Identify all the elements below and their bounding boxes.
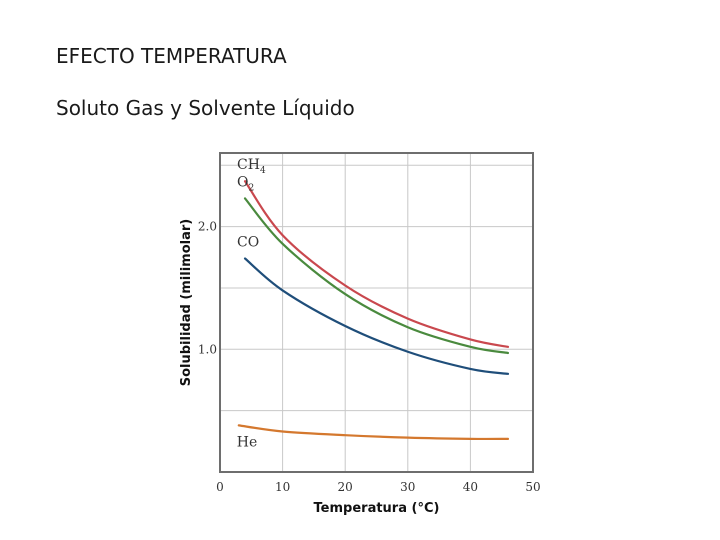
series-label-subscript: 4 xyxy=(260,166,266,176)
series-line-he xyxy=(237,424,510,441)
x-tick-label: 40 xyxy=(463,480,478,494)
slide-title: EFECTO TEMPERATURA xyxy=(56,44,287,68)
x-axis-title: Temperatura (°C) xyxy=(314,501,440,516)
x-tick-label: 30 xyxy=(400,480,415,494)
grid-layer xyxy=(220,153,533,472)
x-tick-label: 50 xyxy=(525,480,540,494)
plot-frame xyxy=(219,152,534,473)
series-label-he: He xyxy=(237,434,258,450)
x-tick-label: 0 xyxy=(216,480,224,494)
series-label-subscript: 2 xyxy=(249,183,255,193)
series-line-co xyxy=(243,257,510,375)
x-tick-label: 20 xyxy=(338,480,353,494)
y-tick-label: 1.0 xyxy=(198,342,217,356)
x-tick-label: 10 xyxy=(275,480,290,494)
series-layer xyxy=(237,180,510,441)
y-axis-title: Solubilidad (milimolar) xyxy=(179,219,194,387)
series-label-ch4: CH4 xyxy=(237,157,266,176)
series-line-ch4 xyxy=(243,180,510,348)
series-line-o2 xyxy=(243,197,510,355)
y-tick-label: 2.0 xyxy=(198,220,217,234)
slide-subtitle: Soluto Gas y Solvente Líquido xyxy=(56,96,355,120)
tick-labels: 0 10 20 30 40 50 1.0 2.0 xyxy=(198,220,541,494)
series-label-co: CO xyxy=(237,235,259,251)
series-label-o2: O2 xyxy=(237,174,254,193)
